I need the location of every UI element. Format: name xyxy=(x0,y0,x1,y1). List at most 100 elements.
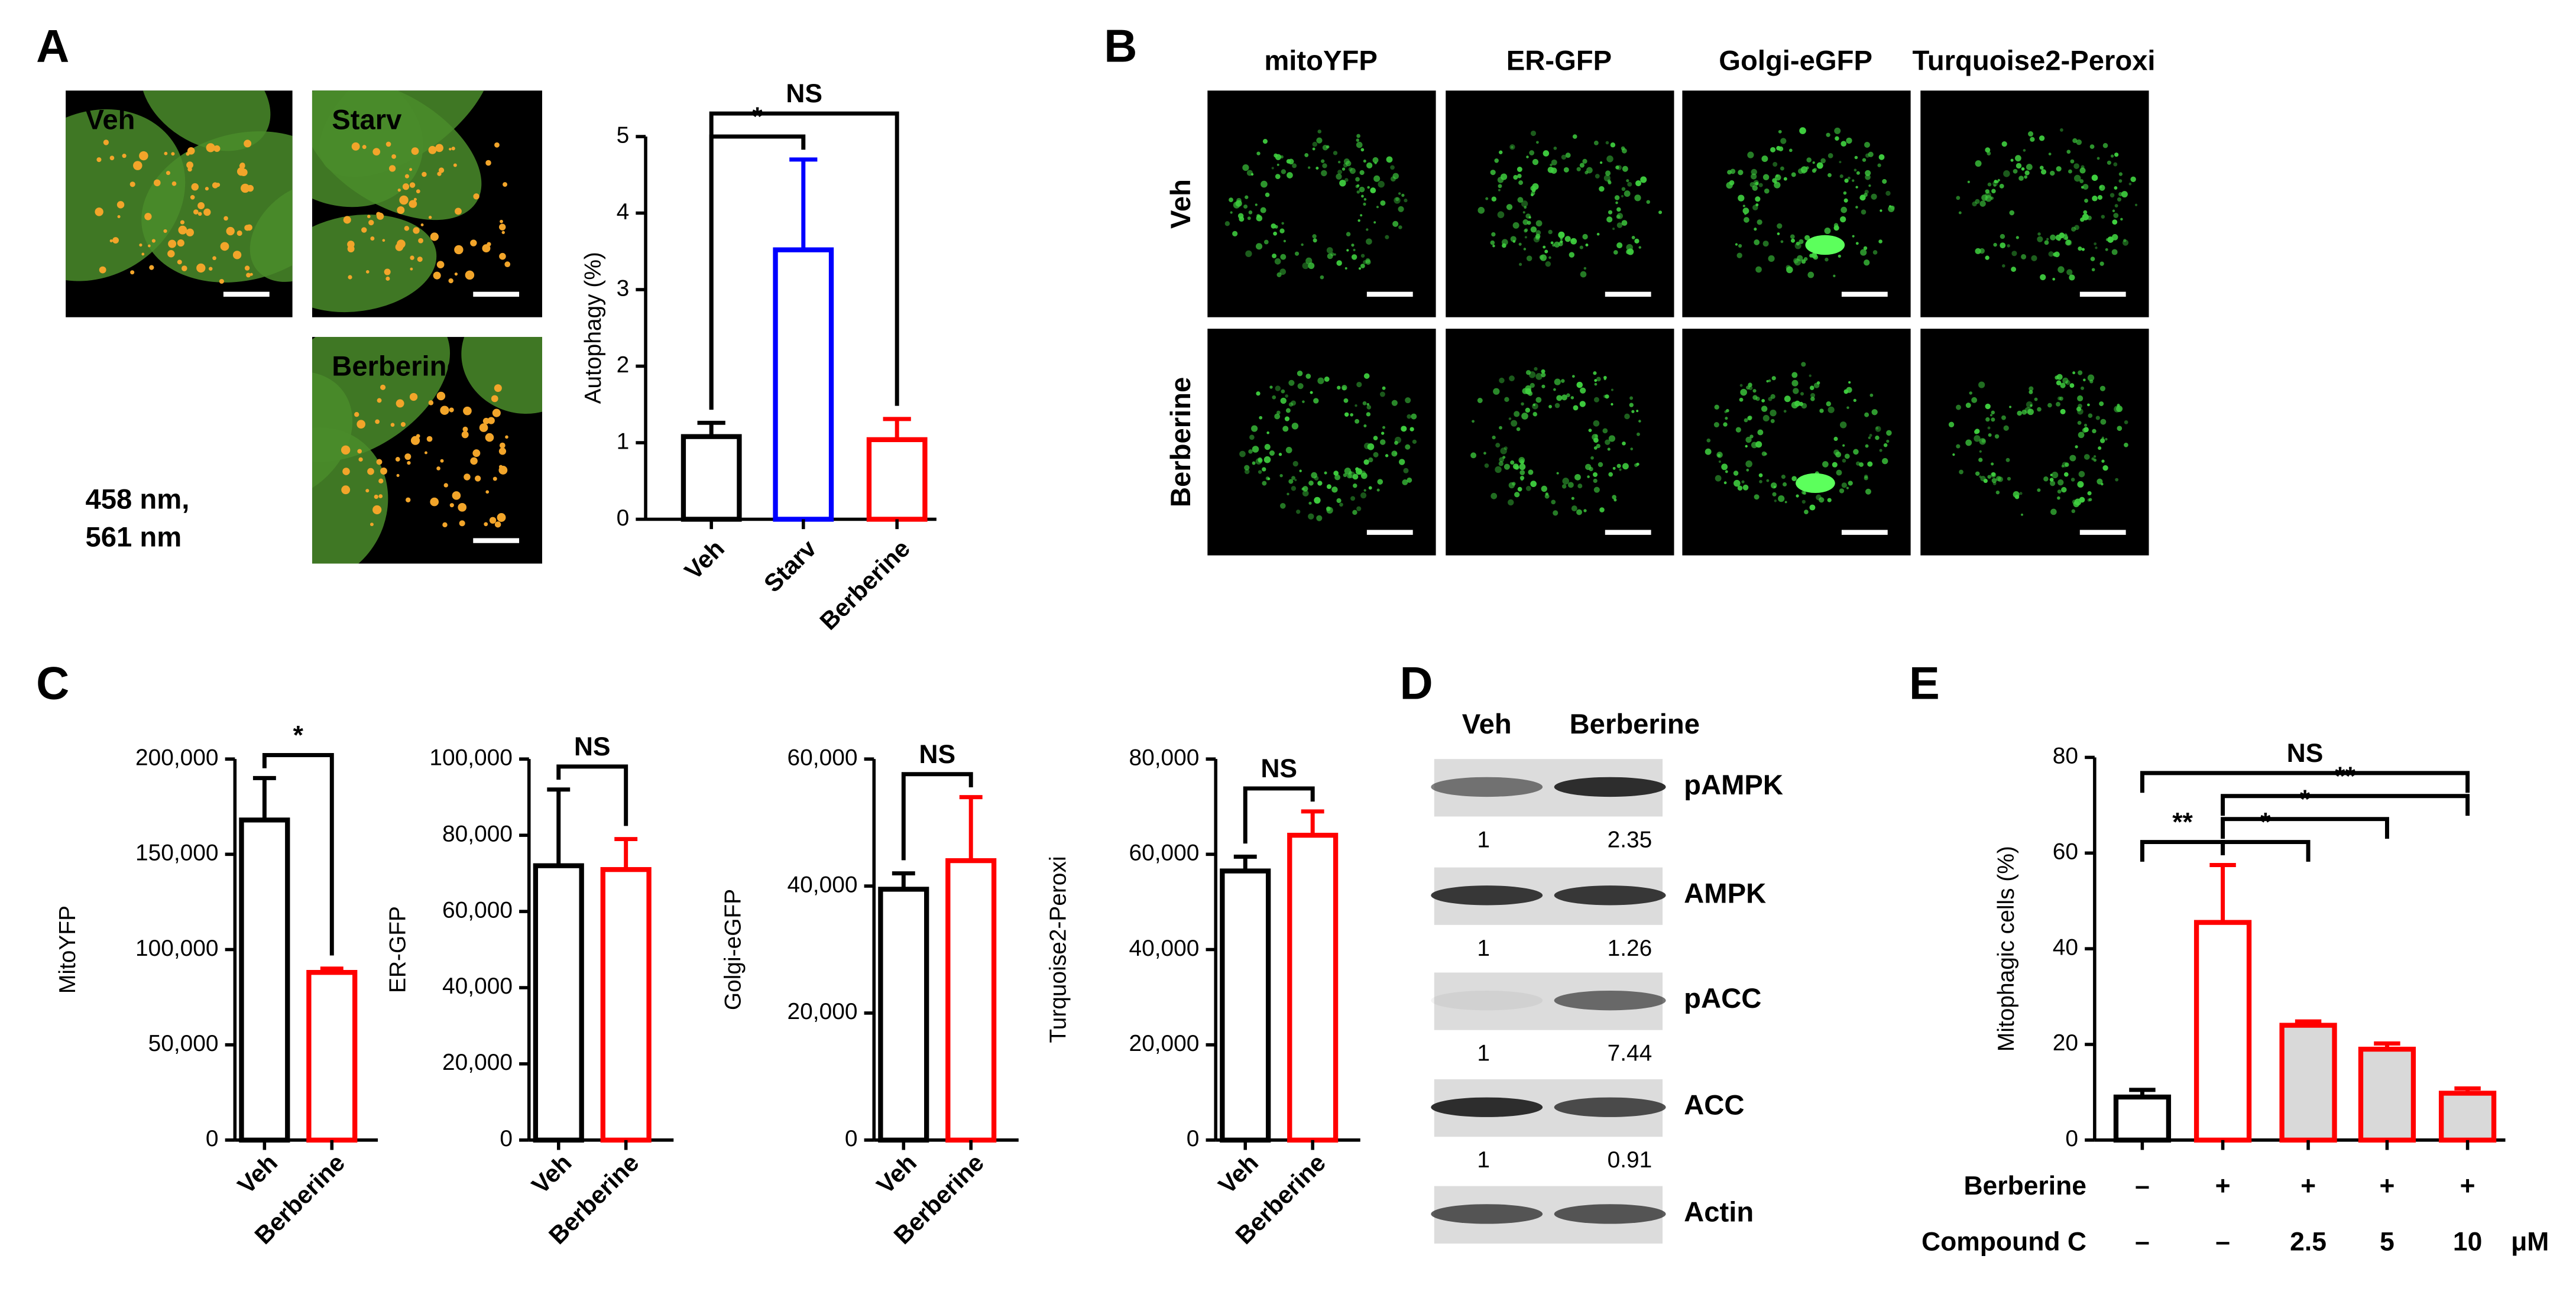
puncta xyxy=(2118,179,2123,183)
puncta xyxy=(1826,132,1830,137)
puncta xyxy=(2114,204,2118,207)
puncta xyxy=(1865,488,1871,495)
bar xyxy=(773,247,834,522)
puncta xyxy=(2048,152,2052,155)
puncta xyxy=(1333,151,1338,155)
puncta xyxy=(1285,447,1292,453)
puncta xyxy=(191,183,199,191)
puncta xyxy=(2037,407,2042,412)
puncta xyxy=(190,194,195,200)
puncta xyxy=(139,151,148,161)
puncta xyxy=(1809,504,1816,511)
puncta xyxy=(241,183,250,193)
puncta xyxy=(1491,196,1497,202)
puncta xyxy=(505,435,508,439)
puncta xyxy=(413,197,417,201)
puncta xyxy=(1619,468,1622,471)
puncta xyxy=(178,225,187,235)
puncta xyxy=(205,187,209,191)
puncta xyxy=(212,256,216,261)
puncta xyxy=(1864,259,1870,266)
puncta xyxy=(1525,486,1531,491)
puncta xyxy=(2102,142,2108,148)
puncta xyxy=(2078,431,2085,439)
puncta xyxy=(1358,267,1362,270)
puncta xyxy=(1813,167,1817,171)
puncta xyxy=(1864,476,1868,481)
puncta xyxy=(2076,139,2082,145)
puncta xyxy=(2130,176,2136,183)
ratio: 2.35 xyxy=(1608,827,1652,852)
puncta xyxy=(1407,477,1412,483)
y-axis-label: Autophagy (%) xyxy=(581,252,606,404)
puncta xyxy=(1796,494,1799,498)
puncta xyxy=(1799,127,1806,134)
golgi xyxy=(1805,235,1845,255)
puncta xyxy=(1627,181,1632,187)
puncta xyxy=(1742,207,1749,215)
puncta xyxy=(2084,199,2088,203)
puncta xyxy=(1251,425,1258,432)
puncta xyxy=(1576,167,1581,171)
puncta xyxy=(372,148,381,156)
puncta xyxy=(1861,209,1867,215)
puncta xyxy=(1525,388,1532,395)
puncta xyxy=(1985,194,1992,202)
puncta xyxy=(2063,472,2069,477)
puncta xyxy=(1762,241,1769,247)
puncta xyxy=(440,405,449,415)
puncta xyxy=(2024,170,2030,176)
puncta xyxy=(1356,506,1362,511)
puncta xyxy=(1616,222,1623,228)
puncta xyxy=(1841,206,1848,213)
y-axis-label: ER-GFP xyxy=(385,906,411,993)
puncta xyxy=(1263,239,1269,245)
puncta xyxy=(374,494,378,499)
puncta xyxy=(2078,470,2085,478)
puncta xyxy=(2084,454,2090,460)
puncta xyxy=(1959,469,1963,475)
puncta xyxy=(1345,160,1352,167)
puncta xyxy=(1366,162,1373,168)
puncta xyxy=(1885,190,1891,196)
puncta xyxy=(504,261,511,268)
puncta xyxy=(2007,244,2010,248)
channel-label: 458 nm, xyxy=(85,483,189,515)
puncta xyxy=(1999,183,2004,189)
puncta xyxy=(1613,250,1618,255)
puncta xyxy=(501,231,505,234)
puncta xyxy=(1291,486,1297,491)
puncta xyxy=(406,497,411,502)
puncta xyxy=(1312,141,1318,147)
puncta xyxy=(1725,470,1728,473)
puncta xyxy=(1875,435,1880,440)
puncta xyxy=(1494,158,1499,163)
puncta xyxy=(130,270,135,275)
puncta xyxy=(1969,391,1972,395)
puncta xyxy=(2102,465,2108,471)
puncta xyxy=(1580,387,1586,394)
puncta xyxy=(1275,385,1281,391)
puncta xyxy=(1291,400,1297,406)
significance-label: NS xyxy=(2287,739,2324,768)
puncta xyxy=(1621,187,1626,192)
puncta xyxy=(1888,205,1891,208)
micrograph-content xyxy=(1726,127,1895,278)
puncta xyxy=(1853,449,1859,455)
puncta xyxy=(1771,376,1776,381)
puncta xyxy=(1360,214,1363,217)
puncta xyxy=(1985,147,1991,153)
cell xyxy=(312,90,482,220)
puncta xyxy=(1749,434,1754,439)
x-tick-label: Veh xyxy=(232,1148,283,1199)
puncta xyxy=(1326,507,1333,514)
puncta xyxy=(2013,168,2018,174)
puncta xyxy=(1316,515,1323,521)
puncta xyxy=(1320,275,1324,280)
puncta xyxy=(112,237,119,244)
cell xyxy=(461,337,542,414)
puncta xyxy=(1718,460,1721,463)
puncta xyxy=(1865,174,1871,180)
puncta xyxy=(1854,168,1857,172)
